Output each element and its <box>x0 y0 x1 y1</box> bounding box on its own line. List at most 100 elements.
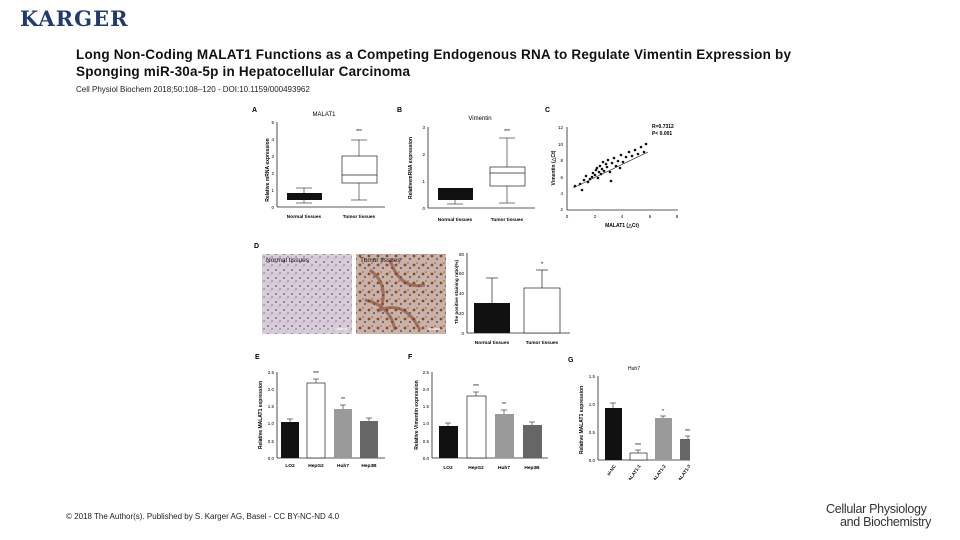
svg-text:2: 2 <box>594 214 597 219</box>
panel-b: B Vimentin RelativemRNA expression 0 1 2… <box>397 107 535 223</box>
panel-e-letter: E <box>255 354 260 361</box>
title-line-2: Sponging miR-30a-5p in Hepatocellular Ca… <box>76 64 411 79</box>
panel-f-ytick: 1.0 <box>423 421 430 426</box>
panel-a-ylabel: Relative mRNA expression <box>265 138 271 201</box>
panel-c-ylabel: Vimentin (△Ct) <box>551 150 557 185</box>
panel-d-letter: D <box>254 243 259 250</box>
panel-g-bar-si-malat1-3 <box>680 439 690 460</box>
panel-a-xlabel-normal: Normal tissues <box>287 214 322 220</box>
panel-d-ytick: 60 <box>459 271 465 276</box>
panel-e: E Relative MALAT1 expression 0.0 0.5 1.0… <box>255 354 385 469</box>
svg-text:0: 0 <box>422 206 425 211</box>
normal-tissue-label: Normal tissues <box>266 257 310 264</box>
panel-f-ytick: 1.5 <box>423 404 430 409</box>
panel-e-sig-hepg2: *** <box>313 371 319 377</box>
panel-g-ytick: 0.5 <box>589 430 596 435</box>
panel-c-xtick: 8 <box>676 214 679 219</box>
panel-a-tick: 0 <box>271 205 274 210</box>
panel-d-ytick: 20 <box>459 311 465 316</box>
panel-f-bar-hep3b <box>523 425 542 458</box>
panel-a: A MALAT1 Relative mRNA expression 0 1 2 … <box>252 107 385 220</box>
panel-d-ytick: 40 <box>459 291 465 296</box>
panel-b-box-tumor <box>489 137 526 204</box>
panel-f-xlabel: LO2 <box>443 465 453 471</box>
svg-text:2: 2 <box>422 152 425 157</box>
panel-g-bar-si-nc <box>605 408 622 460</box>
karger-logo[interactable]: KARGER <box>20 6 129 31</box>
panel-c-ytick: 6 <box>560 175 563 180</box>
svg-text:0: 0 <box>566 214 569 219</box>
panel-b-tick: 2 <box>422 152 425 157</box>
svg-text:8: 8 <box>676 214 679 219</box>
svg-text:1.0: 1.0 <box>589 402 596 407</box>
citation: Cell Physiol Biochem 2018;50:108–120 - D… <box>76 85 310 94</box>
svg-text:6: 6 <box>649 214 652 219</box>
svg-text:2.0: 2.0 <box>423 387 430 392</box>
panel-g-bar-si-malat1-1 <box>629 452 648 461</box>
panel-c-ytick: 12 <box>558 125 564 130</box>
svg-text:1.5: 1.5 <box>423 404 430 409</box>
panel-e-xlabel: HepG2 <box>308 463 324 469</box>
panel-f-xlabel: Hep3B <box>524 465 540 471</box>
tumor-tissue-image <box>356 254 446 334</box>
svg-text:0.5: 0.5 <box>589 430 596 435</box>
svg-text:2: 2 <box>560 207 563 212</box>
svg-text:4: 4 <box>560 191 563 196</box>
panel-c-letter: C <box>545 107 550 114</box>
panel-g-sig: *** <box>685 429 690 435</box>
svg-text:0.0: 0.0 <box>423 456 430 461</box>
panel-b-title: Vimentin <box>468 116 491 122</box>
panel-e-ytick: 2.5 <box>268 370 275 375</box>
svg-text:1.5: 1.5 <box>268 404 275 409</box>
panel-g-xlabel: si-MALAT1-3 <box>672 463 690 480</box>
panel-g-xlabel: si-MALAT1-2 <box>647 463 667 480</box>
panel-g: G Huh7 Relative MALAT1 expression 0.0 0.… <box>568 357 690 480</box>
panel-f-ytick: 2.0 <box>423 387 430 392</box>
panel-a-significance: *** <box>356 129 362 135</box>
panel-f-ytick: 2.5 <box>423 370 430 375</box>
panel-f-bar-huh7 <box>495 414 514 458</box>
normal-tissue-image <box>262 254 352 334</box>
panel-b-significance: *** <box>504 129 510 135</box>
panel-a-tick: 5 <box>271 120 274 125</box>
panel-e-xlabel: Huh7 <box>337 463 349 469</box>
svg-text:1: 1 <box>422 179 425 184</box>
svg-text:5: 5 <box>271 120 274 125</box>
panel-c-ytick: 8 <box>560 158 563 163</box>
panel-c-xlabel: MALAT1 (△Ct) <box>605 223 639 229</box>
panel-c-ytick: 4 <box>560 191 563 196</box>
panel-f-bar-lo2 <box>439 426 458 458</box>
panel-b-xlabel-tumor: Tumor tissues <box>491 217 524 223</box>
svg-text:3: 3 <box>271 154 274 159</box>
panel-f-letter: F <box>408 354 413 361</box>
panel-c-xtick: 0 <box>566 214 569 219</box>
svg-text:40: 40 <box>459 291 465 296</box>
panel-e-xlabel: Hep3B <box>361 463 377 469</box>
title-line-1: Long Non-Coding MALAT1 Functions as a Co… <box>76 47 792 62</box>
panel-g-ytick: 1.0 <box>589 402 596 407</box>
panel-a-tick: 2 <box>271 171 274 176</box>
panel-b-xlabel-normal: Normal tissues <box>438 217 473 223</box>
panel-a-title: MALAT1 <box>313 112 337 118</box>
panel-a-xlabel-tumor: Tumor tissues <box>343 214 376 220</box>
panel-c-ytick: 10 <box>558 142 564 147</box>
panel-e-sig-huh7: ** <box>341 397 345 403</box>
svg-text:1: 1 <box>271 188 274 193</box>
svg-text:0.0: 0.0 <box>589 458 596 463</box>
panel-e-ytick: 1.5 <box>268 404 275 409</box>
panel-f-bar-hepg2 <box>466 395 487 459</box>
panel-c-points <box>573 142 648 192</box>
svg-text:0: 0 <box>461 331 464 336</box>
panel-g-sig: * <box>662 409 664 415</box>
panel-c-r-value: R=0.7312 <box>652 124 674 130</box>
panel-e-ylabel: Relative MALAT1 expression <box>258 381 264 449</box>
brand-line-1: Cellular Physiology <box>826 502 927 516</box>
tumor-tissue-label: Tumor tissues <box>360 257 401 264</box>
panel-g-letter: G <box>568 357 574 364</box>
svg-text:6: 6 <box>560 175 563 180</box>
panel-d-xlabel-tumor: Tumor tissues <box>526 340 559 346</box>
panel-f-sig-hepg2: *** <box>473 384 479 390</box>
svg-text:2: 2 <box>271 171 274 176</box>
panel-e-ytick: 2.0 <box>268 387 275 392</box>
panel-b-letter: B <box>397 107 402 114</box>
